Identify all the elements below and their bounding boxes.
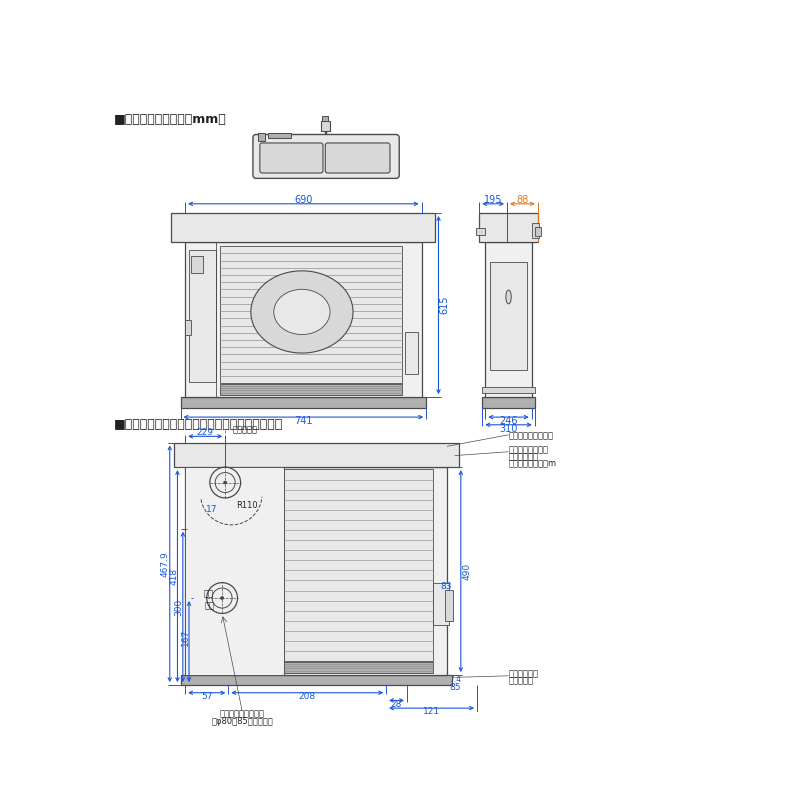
Text: 7.4: 7.4	[450, 675, 462, 684]
Text: ■外形寸法図【単位：mm】: ■外形寸法図【単位：mm】	[114, 113, 226, 126]
Text: 167: 167	[181, 629, 190, 646]
Text: 418: 418	[169, 567, 178, 585]
Ellipse shape	[274, 290, 330, 334]
Text: 690: 690	[294, 195, 313, 205]
Bar	[181, 675, 451, 685]
Bar	[486, 242, 532, 397]
Bar	[433, 582, 449, 625]
Circle shape	[224, 481, 226, 484]
Bar	[405, 332, 418, 374]
Text: （本体後側）: （本体後側）	[509, 453, 538, 462]
Bar	[476, 229, 486, 234]
Bar	[185, 467, 447, 675]
Text: コード長さ：約２m: コード長さ：約２m	[509, 459, 557, 469]
Text: （φ80～85）中心位置: （φ80～85）中心位置	[212, 717, 274, 726]
Bar	[171, 213, 435, 242]
Text: 88: 88	[516, 195, 529, 205]
Text: 246: 246	[499, 416, 518, 426]
Bar	[185, 467, 285, 675]
Text: 300: 300	[174, 598, 183, 615]
Bar	[185, 242, 422, 397]
Bar	[321, 121, 330, 131]
Ellipse shape	[506, 290, 511, 304]
Bar	[285, 470, 433, 661]
Text: 排気口中心: 排気口中心	[233, 426, 258, 434]
Bar	[532, 223, 539, 238]
Text: 底り: 底り	[205, 602, 214, 610]
Text: 83: 83	[441, 582, 452, 591]
FancyBboxPatch shape	[260, 143, 323, 173]
Text: 615: 615	[440, 296, 450, 314]
Bar	[174, 442, 458, 467]
Text: R110: R110	[236, 501, 258, 510]
Bar	[189, 250, 216, 382]
Text: 17: 17	[206, 505, 218, 514]
Text: 121: 121	[423, 707, 440, 717]
Text: ゴム製送油管: ゴム製送油管	[509, 669, 538, 678]
Bar	[181, 397, 426, 408]
Text: 柱き: 柱き	[203, 590, 214, 598]
Text: 給排気筒壁貫通部穴: 給排気筒壁貫通部穴	[220, 710, 265, 719]
Text: 電源コード取出口: 電源コード取出口	[509, 446, 549, 454]
FancyBboxPatch shape	[326, 143, 390, 173]
Bar	[490, 262, 527, 370]
Text: 57: 57	[201, 692, 213, 701]
Text: ■標準給排気筒壁貫通穴等参考位置図（正面図）: ■標準給排気筒壁貫通穴等参考位置図（正面図）	[114, 418, 283, 431]
Text: 接続口位置: 接続口位置	[509, 676, 534, 685]
Bar	[446, 590, 453, 621]
Text: 208: 208	[298, 692, 316, 701]
Bar	[322, 116, 328, 121]
Text: 741: 741	[294, 416, 313, 426]
Bar	[190, 256, 203, 273]
Bar	[482, 387, 534, 394]
Ellipse shape	[251, 271, 353, 353]
FancyBboxPatch shape	[253, 134, 399, 178]
Bar	[534, 227, 541, 236]
Bar	[220, 384, 402, 394]
Text: 229: 229	[197, 428, 214, 437]
Text: 195: 195	[484, 195, 502, 205]
Bar	[220, 246, 402, 383]
Bar	[285, 662, 433, 673]
Text: 壁固定金具用穴位置: 壁固定金具用穴位置	[509, 432, 554, 441]
Text: 490: 490	[462, 562, 471, 580]
Text: 85: 85	[450, 683, 461, 692]
Bar	[482, 397, 534, 408]
Bar	[258, 133, 266, 141]
Text: 28: 28	[391, 700, 402, 709]
Bar	[268, 133, 291, 138]
Bar	[479, 213, 538, 242]
Circle shape	[221, 597, 224, 599]
Text: 310: 310	[499, 424, 518, 434]
Bar	[185, 320, 191, 335]
Text: 467.9: 467.9	[161, 551, 170, 577]
